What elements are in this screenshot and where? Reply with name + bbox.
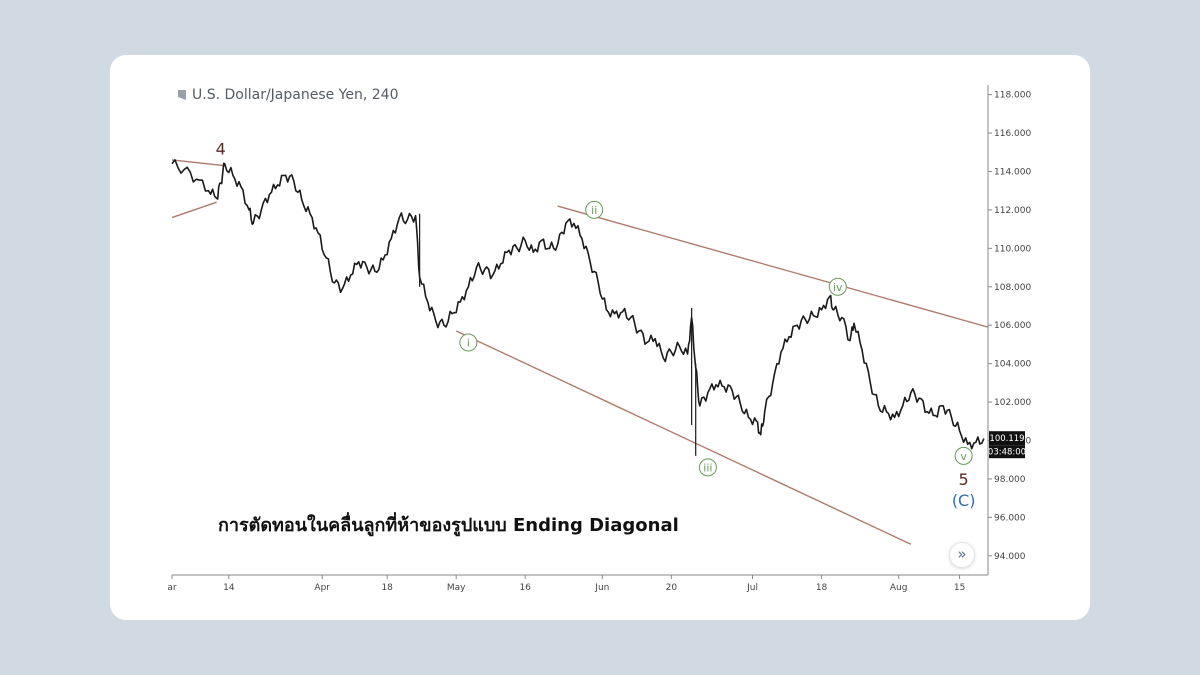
x-tick-label: 18 bbox=[816, 583, 828, 593]
current-price-box bbox=[989, 431, 1025, 446]
scroll-right-button[interactable]: » bbox=[949, 542, 975, 568]
y-tick-label: 114.000 bbox=[994, 167, 1031, 177]
double-chevron-right-icon: » bbox=[957, 545, 967, 563]
y-tick-label: 106.000 bbox=[994, 321, 1031, 331]
wave-label: iv bbox=[833, 281, 843, 294]
countdown-label: 03:48:00 bbox=[988, 448, 1026, 458]
wave-label: 4 bbox=[216, 139, 226, 158]
chart-title: U.S. Dollar/Japanese Yen, 240 bbox=[178, 87, 398, 103]
wave-label: i bbox=[467, 336, 470, 349]
x-tick-label: 15 bbox=[954, 583, 965, 593]
price-chart: 118.000 116.000 114.000 112.000 110.000 108.0… bbox=[167, 85, 1031, 593]
caption: การตัดทอนในคลื่นลูกที่ห้าของรูปแบบ Endin… bbox=[218, 515, 679, 536]
chart-title-text: U.S. Dollar/Japanese Yen, 240 bbox=[192, 87, 399, 103]
y-tick-label: 118.000 bbox=[994, 91, 1031, 101]
wave-label-circle bbox=[698, 458, 717, 477]
wave-label: iii bbox=[703, 461, 712, 474]
y-tick-label: 110.000 bbox=[994, 244, 1031, 254]
y-tick-label: 96.000 bbox=[994, 513, 1026, 523]
trendline bbox=[171, 201, 217, 219]
x-tick-label: 16 bbox=[519, 583, 531, 593]
wave-label-circle bbox=[459, 333, 478, 352]
y-tick-label: 112.000 bbox=[994, 206, 1031, 216]
x-tick-label: Aug bbox=[890, 583, 908, 593]
wave-label-circle bbox=[954, 446, 973, 465]
y-tick-label: 102.000 bbox=[994, 398, 1031, 408]
x-tick-label: May bbox=[447, 583, 466, 593]
trendline bbox=[455, 330, 912, 545]
x-tick-label: ar bbox=[167, 583, 177, 593]
wave-label: (C) bbox=[952, 491, 976, 510]
price-series-line bbox=[171, 159, 985, 450]
x-tick-label: Jun bbox=[594, 583, 609, 593]
trendline bbox=[171, 159, 225, 167]
y-tick-label: 104.000 bbox=[994, 360, 1031, 370]
chart-card: 118.000 116.000 114.000 112.000 110.000 108.0… bbox=[110, 55, 1090, 620]
current-price-label: 100.119 bbox=[989, 434, 1024, 444]
countdown-box bbox=[989, 445, 1025, 459]
wave-label-circle bbox=[828, 277, 847, 296]
wave-label-circle bbox=[585, 200, 604, 219]
y-tick-label: 108.000 bbox=[994, 283, 1031, 293]
x-tick-label: 18 bbox=[381, 583, 393, 593]
wave-label: 5 bbox=[959, 470, 969, 489]
wave-label: ii bbox=[591, 204, 597, 217]
y-tick-label: 94.000 bbox=[994, 552, 1026, 562]
y-tick-label: 116.000 bbox=[994, 129, 1031, 139]
wave-label: v bbox=[960, 450, 967, 463]
trendline bbox=[557, 205, 989, 328]
x-tick-label: 14 bbox=[223, 583, 235, 593]
flag-icon bbox=[178, 90, 186, 100]
x-tick-label: Apr bbox=[314, 583, 330, 593]
y-tick-label: 98.000 bbox=[994, 475, 1026, 485]
x-tick-label: 20 bbox=[666, 583, 678, 593]
x-tick-label: Jul bbox=[746, 583, 758, 593]
